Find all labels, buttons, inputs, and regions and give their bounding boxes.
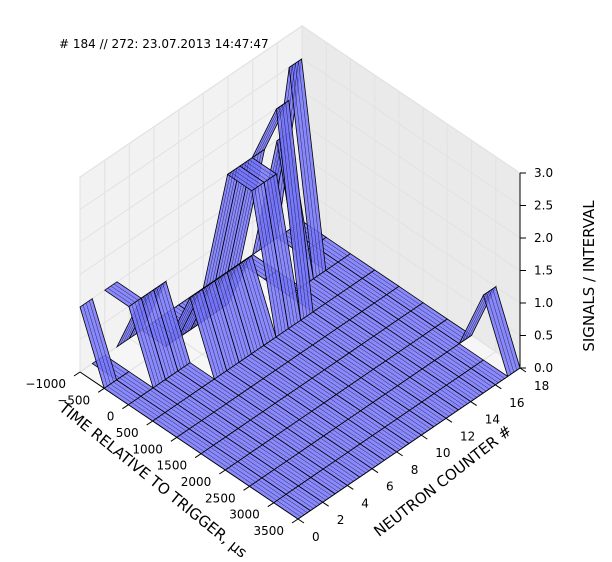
x-tick-label: 1500	[157, 459, 188, 473]
surface-mesh-line	[221, 161, 440, 423]
x-tick-mark	[146, 420, 153, 426]
y-tick-mark	[347, 485, 354, 490]
surface-mesh-line	[85, 302, 305, 516]
surface-mesh-line	[113, 283, 333, 497]
x-tick-label: 2000	[181, 475, 212, 489]
x-tick-mark	[73, 371, 81, 377]
surface-mesh-line	[209, 169, 428, 432]
surface-mesh-line	[224, 159, 444, 421]
y-tick-mark	[470, 401, 477, 406]
surface-mesh-line	[138, 282, 357, 480]
surface-mesh-line	[218, 163, 437, 425]
x-tick-mark	[243, 485, 250, 491]
y-tick-label: 6	[386, 480, 394, 494]
y-tick-label: 16	[509, 396, 524, 410]
y-tick-mark	[519, 367, 527, 373]
surface-strip	[215, 156, 447, 428]
x-tick-label: −1000	[25, 377, 66, 391]
x-tick-mark	[97, 387, 105, 393]
y-tick-mark	[421, 434, 428, 440]
x-tick-label: 0	[107, 410, 115, 424]
z-tick-label: 3.0	[534, 166, 553, 180]
surface-mesh-line	[267, 65, 487, 392]
surface-mesh-line	[156, 286, 376, 467]
z-tick-label: 1.0	[534, 296, 553, 310]
y-tick-label: 4	[361, 496, 369, 510]
surface-strip	[79, 297, 312, 520]
surface-strip	[103, 281, 336, 503]
surface-mesh-line	[212, 167, 431, 430]
y-tick-mark	[396, 451, 403, 457]
x-tick-mark	[291, 518, 299, 524]
surface-mesh-line	[135, 284, 354, 482]
surface-mesh-line	[82, 304, 302, 518]
surface-mesh-line	[122, 293, 342, 490]
surface-strips	[79, 58, 521, 520]
x-tick-label: 3500	[253, 524, 284, 538]
surface-mesh-line	[147, 292, 366, 474]
surface-strip	[202, 165, 435, 436]
surface-mesh-line	[107, 287, 326, 501]
surface-mesh-line	[237, 101, 456, 413]
x-tick-label: −500	[57, 393, 90, 407]
surface-mesh-line	[119, 295, 339, 492]
surface-mesh-line	[230, 106, 450, 417]
z-tick-label: 1.5	[534, 264, 553, 278]
y-tick-label: 10	[435, 446, 450, 460]
surface-mesh-line	[295, 224, 515, 373]
surface-mesh-line	[292, 227, 512, 375]
x-tick-mark	[219, 469, 226, 475]
surface-mesh-line	[270, 63, 490, 390]
surface-mesh-line	[89, 300, 308, 513]
chart-title: # 184 // 272: 23.07.2013 14:47:47	[59, 37, 269, 51]
surface-mesh-line	[101, 357, 320, 505]
surface-mesh-line	[110, 285, 329, 499]
surface-mesh-line	[144, 294, 363, 476]
y-tick-mark	[371, 468, 379, 474]
y-tick-label: 18	[534, 379, 549, 393]
y-tick-label: 2	[337, 513, 345, 527]
surface-mesh-line	[233, 103, 453, 415]
surface-mesh-line	[150, 290, 370, 472]
surface-mesh-line	[206, 171, 425, 434]
y-tick-label: 8	[411, 463, 419, 477]
surface-mesh-line	[298, 222, 518, 371]
surface-mesh-line	[132, 287, 351, 484]
y-tick-mark	[495, 384, 502, 390]
y-tick-label: 12	[460, 429, 475, 443]
x-tick-label: 2500	[205, 491, 236, 505]
y-tick-mark	[297, 518, 305, 524]
x-tick-mark	[194, 453, 202, 459]
x-tick-label: 1000	[132, 442, 163, 456]
z-tick-label: 0.5	[534, 329, 553, 343]
y-tick-mark	[445, 417, 453, 423]
z-axis-label: SIGNALS / INTERVAL	[580, 200, 598, 352]
x-tick-mark	[122, 404, 129, 410]
surface-mesh-line	[98, 359, 317, 507]
grid-line-z	[79, 25, 521, 178]
y-tick-label: 0	[312, 530, 320, 544]
x-tick-mark	[170, 436, 178, 442]
surface-strip	[227, 99, 460, 419]
y-tick-label: 14	[485, 413, 500, 427]
surface-mesh-line	[126, 291, 345, 488]
y-tick-mark	[322, 501, 329, 507]
z-tick-label: 0.0	[534, 361, 553, 375]
surface-mesh-line	[274, 61, 493, 388]
x-tick-label: 3000	[229, 508, 260, 522]
surface-mesh-line	[95, 361, 314, 509]
z-tick-label: 2.0	[534, 231, 553, 245]
z-tick-label: 2.5	[534, 199, 553, 213]
x-tick-mark	[267, 502, 275, 508]
x-tick-label: 500	[116, 426, 139, 440]
